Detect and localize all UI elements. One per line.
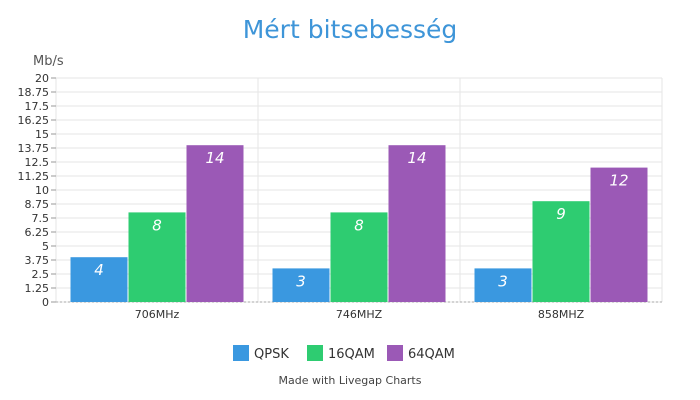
y-tick-label: 10 — [35, 184, 49, 197]
chart-title: Mért bitsebesség — [243, 15, 458, 44]
data-label: 3 — [498, 272, 508, 290]
legend-label-qpsk: QPSK — [254, 347, 289, 362]
y-tick-label: 11.25 — [18, 170, 50, 183]
bar-16qam-2 — [532, 201, 590, 302]
y-tick-label: 1.25 — [25, 282, 50, 295]
y-tick-label: 13.75 — [18, 142, 50, 155]
bar-qpsk-0 — [70, 257, 128, 302]
y-tick-label: 7.5 — [32, 212, 50, 225]
x-tick-label: 746MHZ — [336, 308, 383, 321]
bar-64qam-0 — [186, 145, 244, 302]
data-label: 3 — [296, 272, 306, 290]
bar-16qam-1 — [330, 212, 388, 302]
data-label: 14 — [205, 149, 224, 167]
x-axis-ticks: 706MHz 746MHZ 858MHZ — [135, 308, 585, 321]
data-label: 8 — [152, 216, 162, 234]
bar-16qam-0 — [128, 212, 186, 302]
legend-swatch-64qam — [387, 345, 403, 361]
y-tick-label: 5 — [42, 240, 49, 253]
x-tick-label: 706MHz — [135, 308, 180, 321]
legend-label-64qam: 64QAM — [408, 347, 455, 362]
bar-qpsk-1 — [272, 268, 330, 302]
y-tick-label: 15 — [35, 128, 49, 141]
bars: 4 8 14 3 8 14 3 9 12 — [70, 145, 648, 302]
data-label: 8 — [354, 216, 364, 234]
y-tick-label: 18.75 — [18, 86, 50, 99]
y-tick-label: 3.75 — [25, 254, 50, 267]
y-tick-label: 12.5 — [25, 156, 50, 169]
bar-64qam-1 — [388, 145, 446, 302]
bar-64qam-2 — [590, 167, 648, 302]
bar-qpsk-2 — [474, 268, 532, 302]
y-axis-label: Mb/s — [33, 54, 64, 69]
data-label: 14 — [407, 149, 426, 167]
legend-swatch-qpsk — [233, 345, 249, 361]
y-tick-label: 2.5 — [32, 268, 50, 281]
legend-label-16qam: 16QAM — [328, 347, 375, 362]
x-tick-label: 858MHZ — [538, 308, 585, 321]
y-tick-label: 16.25 — [18, 114, 50, 127]
y-tick-label: 20 — [35, 72, 49, 85]
legend-swatch-16qam — [307, 345, 323, 361]
y-tick-label: 17.5 — [25, 100, 50, 113]
data-label: 4 — [94, 261, 104, 279]
y-axis-ticks: 01.252.53.7556.257.58.751011.2512.513.75… — [18, 72, 56, 309]
y-tick-label: 6.25 — [25, 226, 50, 239]
legend: QPSK 16QAM 64QAM — [233, 345, 455, 362]
data-label: 9 — [556, 205, 566, 223]
data-label: 12 — [609, 172, 628, 190]
y-tick-label: 0 — [42, 296, 49, 309]
footer-credit: Made with Livegap Charts — [279, 374, 422, 387]
y-tick-label: 8.75 — [25, 198, 50, 211]
